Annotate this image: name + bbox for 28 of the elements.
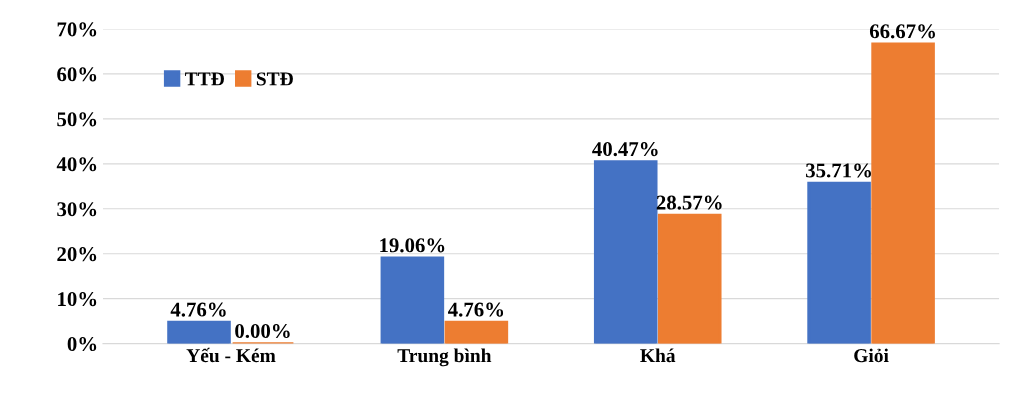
y-tick-label: 0%	[67, 336, 97, 352]
x-tick-label: Yếu - Kém	[186, 347, 276, 363]
y-tick-label: 30%	[57, 202, 97, 217]
legend-label: TTĐ	[185, 72, 224, 86]
y-tick-label: 60%	[57, 67, 97, 82]
data-label: 40.47%	[592, 142, 658, 157]
x-tick-label: Trung bình	[397, 348, 492, 367]
bar	[807, 181, 871, 344]
bar	[444, 320, 509, 344]
y-tick-label: 40%	[56, 157, 97, 172]
x-tick-label: Giỏi	[854, 348, 889, 363]
bar	[657, 213, 722, 344]
y-tick-label: 20%	[57, 247, 97, 262]
y-tick-label: 70%	[57, 22, 97, 37]
bar	[871, 42, 935, 344]
data-label: 19.06%	[380, 238, 445, 253]
y-tick-label: 50%	[57, 112, 97, 127]
data-label: 66.67%	[869, 24, 935, 39]
data-label: 35.71%	[806, 163, 871, 178]
x-tick-label: Khá	[640, 348, 676, 363]
bar	[167, 320, 231, 344]
data-label: 4.76%	[448, 302, 504, 317]
legend-label: STĐ	[256, 72, 293, 86]
data-label: 4.76%	[170, 302, 226, 317]
y-tick-label: 10%	[58, 292, 97, 307]
data-label: 0.00%	[235, 323, 290, 339]
bar	[380, 256, 445, 344]
bar	[593, 160, 658, 344]
